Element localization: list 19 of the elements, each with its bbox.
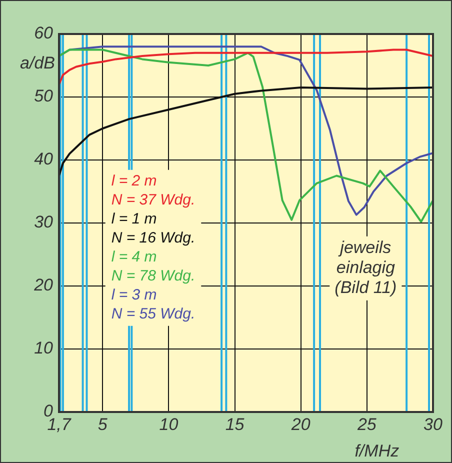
annotation: jeweils einlagig (Bild 11) — [334, 238, 397, 298]
y-tick-label: 20 — [33, 276, 54, 295]
y-axis-title: a/dB — [20, 54, 55, 73]
x-tick-label: 10 — [159, 414, 179, 434]
y-tick-label: 60 — [34, 24, 54, 43]
x-axis-title: f/MHz — [354, 442, 400, 461]
y-tick-label: 50 — [34, 86, 54, 106]
x-tick-label: 5 — [98, 414, 108, 434]
text: l = 2 m N = 37 Wdg. — [111, 172, 196, 209]
y-tick-label: 40 — [34, 150, 54, 169]
x-tick-label: 30 — [424, 414, 443, 434]
text: l = 4 m N = 78 Wdg. — [111, 248, 196, 285]
x-tick-label: 25 — [356, 414, 377, 434]
text: l = 1 m N = 16 Wdg. — [111, 210, 196, 247]
text: l = 3 m N = 55 Wdg. — [111, 286, 196, 323]
y-tick-label: 10 — [34, 338, 54, 358]
x-tick-label: 15 — [225, 414, 245, 434]
x-tick-label: 20 — [290, 414, 311, 434]
y-tick-label: 30 — [34, 212, 54, 232]
